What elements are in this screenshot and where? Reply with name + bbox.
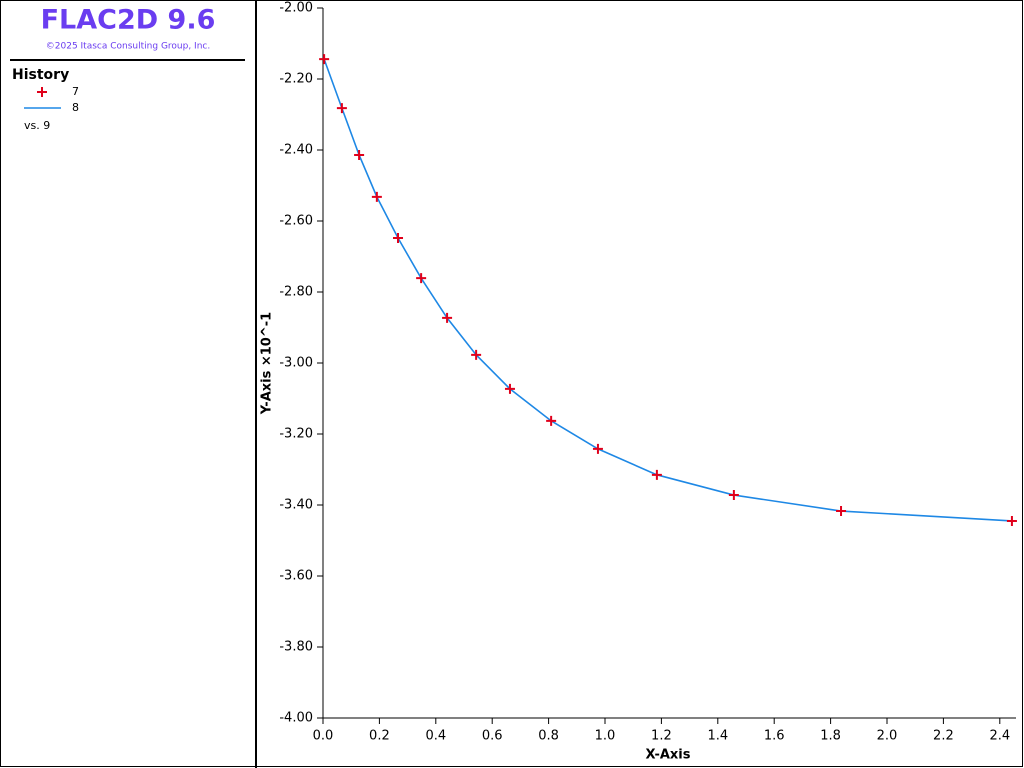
marker [471,349,482,360]
legend-marker [37,87,47,97]
x-tick-label: 0.8 [538,729,559,744]
copyright: ©2025 Itasca Consulting Group, Inc. [46,42,210,52]
marker [836,506,847,517]
marker [319,54,330,65]
x-tick-label: 2.0 [877,729,898,744]
x-axis-label: X-Axis [646,748,691,763]
x-tick-label: 0.6 [482,729,503,744]
x-tick-label: 0.2 [369,729,390,744]
marker [442,312,453,323]
marker [1006,515,1017,526]
y-tick-label: -4.00 [279,711,313,726]
legend-label: 7 [72,85,79,98]
x-tick-label: 1.6 [764,729,785,744]
x-tick-label: 0.0 [313,729,334,744]
app-title: FLAC2D 9.6 [41,5,216,36]
x-tick-label: 1.2 [651,729,672,744]
legend-label: 8 [72,101,79,114]
marker [651,469,662,480]
x-tick-label: 1.4 [707,729,728,744]
y-tick-label: -3.20 [279,427,313,442]
y-tick-label: -3.00 [279,356,313,371]
panel-title: History [12,67,69,83]
x-tick-label: 1.8 [820,729,841,744]
y-tick-label: -3.80 [279,640,313,655]
y-tick-label: -2.40 [279,143,313,158]
y-tick-label: -2.00 [279,1,313,16]
marker [336,103,347,114]
marker [354,149,365,160]
marker [416,273,427,284]
marker [728,490,739,501]
x-tick-label: 2.4 [989,729,1010,744]
x-tick-label: 0.4 [425,729,446,744]
y-tick-label: -2.60 [279,214,313,229]
y-tick-label: -2.20 [279,72,313,87]
x-tick-label: 1.0 [595,729,616,744]
marker [371,191,382,202]
marker [592,443,603,454]
marker [546,415,557,426]
y-tick-label: -2.80 [279,285,313,300]
x-tick-label: 2.2 [933,729,954,744]
y-tick-label: -3.40 [279,498,313,513]
x-history: vs. 9 [24,119,50,132]
marker [504,383,515,394]
y-tick-label: -3.60 [279,569,313,584]
y-axis-label: Y-Axis ×10^-1 [260,312,275,415]
marker [393,233,404,244]
